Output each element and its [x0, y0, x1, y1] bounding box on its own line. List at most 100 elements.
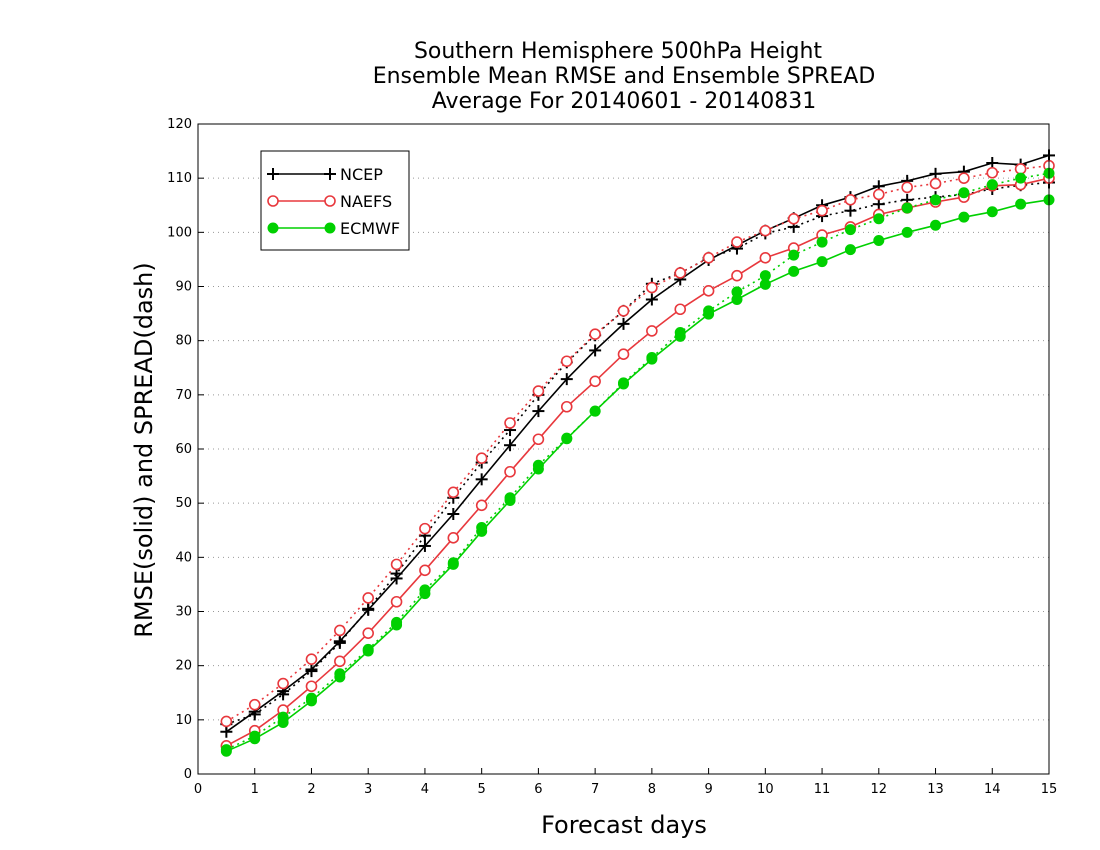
ecmwf-spread-point: [958, 187, 970, 199]
ecmwf-spread-point: [844, 224, 856, 236]
x-tick-label: 14: [984, 782, 1001, 797]
naefs-spread-point: [475, 452, 488, 465]
naefs-rmse-point: [419, 564, 431, 577]
y-tick-label: 100: [167, 225, 192, 240]
ecmwf-rmse-point: [391, 619, 403, 631]
ecmwf-rmse-point: [1015, 198, 1027, 210]
ecmwf-rmse-point: [504, 494, 516, 506]
x-tick-label: 7: [591, 782, 599, 797]
y-tick-label: 80: [175, 334, 192, 349]
naefs-spread-point: [447, 486, 460, 499]
naefs-spread-point: [731, 236, 743, 248]
x-tick-label: 15: [1041, 782, 1058, 797]
ncep-rmse-point: [220, 725, 233, 738]
naefs-spread-point: [929, 177, 942, 190]
x-tick-label: 4: [421, 782, 429, 797]
legend: NCEP NAEFS ECMWF: [260, 150, 410, 251]
y-tick-label: 70: [175, 388, 192, 403]
ecmwf-rmse-point: [930, 219, 942, 231]
ecmwf-spread-point: [873, 213, 885, 225]
y-tick-label: 30: [175, 605, 192, 620]
naefs-spread-point: [277, 677, 289, 690]
naefs-spread-point: [390, 558, 403, 571]
ecmwf-rmse-line: [226, 199, 1050, 753]
ecmwf-rmse-point: [447, 558, 459, 570]
y-axis: 0 10 20 30 40 50 60 70 80 90 100 110 120: [167, 117, 204, 782]
naefs-rmse-point: [702, 285, 715, 297]
naefs-spread-point: [220, 715, 233, 728]
x-tick-label: 1: [251, 782, 259, 797]
ecmwf-rmse-point: [334, 671, 346, 683]
chart-title-line-2: Ensemble Mean RMSE and Ensemble SPREAD: [373, 64, 876, 89]
x-axis-label: Forecast days: [541, 811, 707, 839]
grid-lines: [198, 177, 1049, 721]
ecmwf-rmse-point: [901, 226, 913, 238]
naefs-rmse-point: [589, 375, 601, 388]
naefs-rmse-point: [362, 627, 375, 639]
ncep-rmse-point: [390, 572, 403, 585]
ecmwf-rmse-point: [419, 588, 431, 600]
naefs-rmse-point: [390, 595, 403, 608]
x-tick-label: 10: [757, 782, 774, 797]
y-tick-label: 110: [167, 171, 192, 186]
ncep-rmse-point: [362, 603, 375, 616]
ecmwf-spread-point: [816, 236, 828, 248]
ecmwf-rmse-point: [532, 463, 544, 475]
ecmwf-spread-point: [1015, 172, 1027, 184]
ecmwf-rmse-point: [788, 265, 800, 277]
naefs-rmse-line: [226, 177, 1050, 747]
chart-title: Southern Hemisphere 500hPa Height Ensemb…: [373, 39, 876, 114]
y-tick-label: 90: [175, 280, 192, 295]
ecmwf-rmse-point: [249, 733, 261, 745]
ecmwf-rmse-point: [674, 330, 686, 342]
legend-label-ncep: NCEP: [340, 165, 383, 184]
ecmwf-rmse-point: [731, 294, 743, 305]
ecmwf-spread-point: [986, 179, 998, 191]
naefs-spread-point: [504, 417, 516, 429]
ncep-rmse-point: [645, 293, 658, 306]
ecmwf-rmse-point: [305, 695, 317, 707]
ecmwf-rmse-point: [561, 433, 573, 445]
naefs-rmse-point: [617, 348, 630, 361]
ecmwf-rmse-point: [986, 206, 998, 218]
legend-marker-ecmwf: [267, 222, 279, 234]
legend-marker-naefs: [324, 195, 336, 207]
naefs-spread-point: [844, 194, 857, 206]
naefs-rmse-point: [731, 269, 743, 282]
naefs-rmse-point: [759, 251, 772, 264]
ecmwf-spread-line: [226, 172, 1050, 751]
y-tick-label: 0: [184, 767, 192, 782]
naefs-spread-point: [816, 204, 828, 217]
naefs-spread-point: [674, 267, 687, 279]
y-tick-label: 40: [175, 550, 192, 565]
y-tick-label: 10: [175, 713, 192, 728]
naefs-spread-point: [334, 624, 346, 637]
ecmwf-spread-point: [788, 249, 800, 261]
naefs-spread-point: [362, 592, 375, 604]
ecmwf-rmse-point: [277, 717, 289, 729]
naefs-spread-point: [419, 522, 431, 535]
ncep-rmse-point: [532, 405, 545, 418]
y-tick-label: 50: [175, 496, 192, 511]
y-axis-label: RMSE(solid) and SPREAD(dash): [130, 262, 158, 638]
ecmwf-rmse-point: [844, 244, 856, 256]
naefs-spread-point: [560, 355, 573, 368]
naefs-spread-point: [532, 385, 545, 397]
ncep-rmse-point: [617, 317, 630, 330]
y-tick-label: 120: [167, 117, 192, 132]
naefs-rmse-point: [560, 400, 573, 413]
ncep-spread-line: [226, 181, 1050, 725]
naefs-rmse-point: [475, 499, 488, 512]
chart-title-line-1: Southern Hemisphere 500hPa Height: [414, 39, 822, 64]
legend-label-ecmwf: ECMWF: [340, 219, 400, 238]
ecmwf-rmse-point: [646, 353, 658, 365]
ncep-spread-point: [844, 204, 857, 217]
legend-marker-ecmwf: [324, 222, 336, 234]
naefs-spread-point: [872, 188, 885, 201]
naefs-rmse-point: [674, 303, 687, 316]
naefs-spread-point: [759, 224, 772, 237]
y-tick-label: 60: [175, 442, 192, 457]
ecmwf-spread-point: [930, 194, 942, 206]
series-layer: [220, 149, 1055, 757]
x-tick-label: 11: [814, 782, 831, 797]
